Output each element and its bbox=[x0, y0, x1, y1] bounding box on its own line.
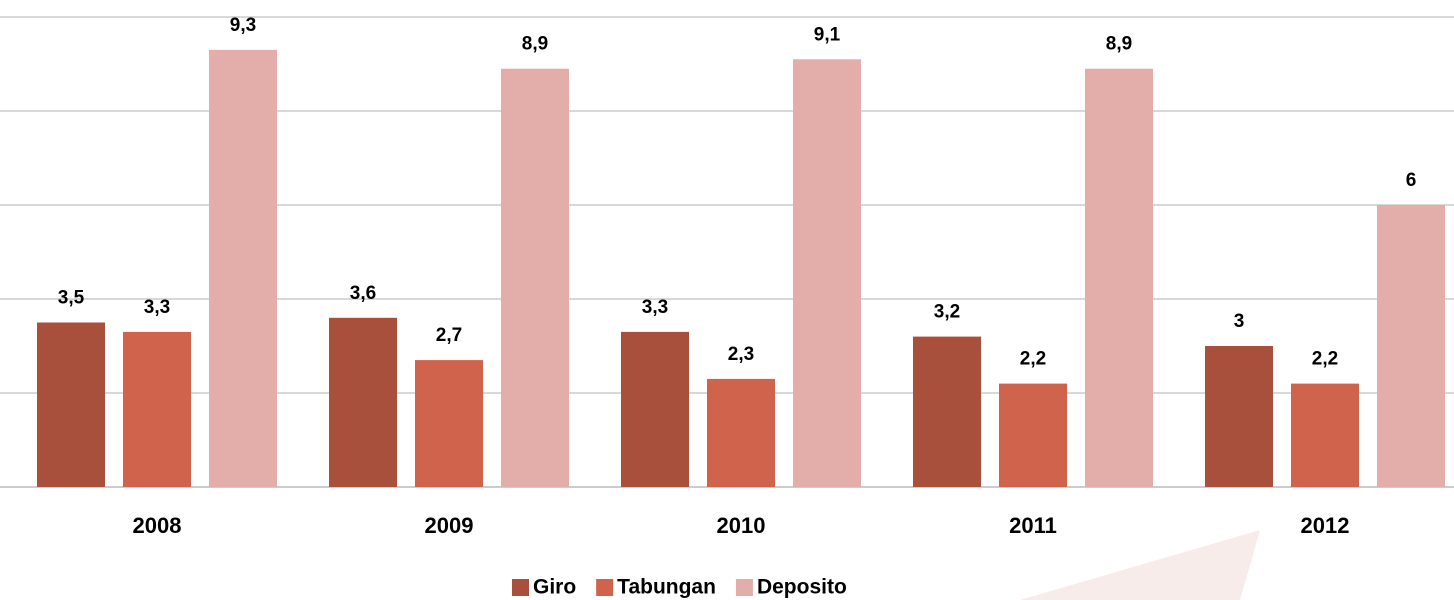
value-label: 9,3 bbox=[230, 15, 256, 36]
bar bbox=[415, 360, 483, 487]
value-label: 2,3 bbox=[728, 344, 754, 365]
bar bbox=[1205, 346, 1273, 487]
bar bbox=[123, 332, 191, 487]
bar bbox=[1377, 205, 1445, 487]
bar bbox=[1085, 69, 1153, 487]
bar bbox=[793, 59, 861, 487]
bar bbox=[37, 323, 105, 488]
x-tick-label: 2012 bbox=[1301, 513, 1350, 538]
x-tick-label: 2008 bbox=[133, 513, 182, 538]
bar bbox=[209, 50, 277, 487]
value-label: 3,3 bbox=[144, 297, 170, 318]
value-label: 2,7 bbox=[436, 325, 462, 346]
bar bbox=[913, 337, 981, 487]
value-label: 3 bbox=[1234, 311, 1245, 332]
value-label: 3,2 bbox=[934, 302, 960, 323]
background-decoration bbox=[1020, 530, 1260, 600]
value-label: 9,1 bbox=[814, 24, 841, 45]
x-tick-label: 2010 bbox=[717, 513, 766, 538]
bar bbox=[707, 379, 775, 487]
legend-swatch bbox=[596, 579, 613, 596]
value-label: 3,3 bbox=[642, 297, 668, 318]
bar bbox=[329, 318, 397, 487]
value-label: 3,6 bbox=[350, 283, 376, 304]
chart: 2008 3,5 3,3 9,3 2009 3,6 2,7 8,9 2010 3,3 2,3 9,1 2… bbox=[0, 0, 1454, 600]
value-label: 6 bbox=[1406, 170, 1417, 191]
value-label: 3,5 bbox=[58, 288, 85, 309]
value-label: 2,2 bbox=[1020, 349, 1046, 370]
bar bbox=[999, 384, 1067, 487]
value-label: 8,9 bbox=[1106, 34, 1132, 55]
bar bbox=[1291, 384, 1359, 487]
bar bbox=[621, 332, 689, 487]
bar bbox=[501, 69, 569, 487]
value-label: 8,9 bbox=[522, 34, 548, 55]
legend-label: Deposito bbox=[757, 576, 847, 599]
legend-label: Tabungan bbox=[617, 576, 716, 599]
legend-swatch bbox=[736, 579, 753, 596]
legend-swatch bbox=[512, 579, 529, 596]
value-label: 2,2 bbox=[1312, 349, 1338, 370]
x-tick-label: 2011 bbox=[1009, 513, 1057, 538]
legend-label: Giro bbox=[533, 576, 576, 599]
x-tick-label: 2009 bbox=[425, 513, 474, 538]
